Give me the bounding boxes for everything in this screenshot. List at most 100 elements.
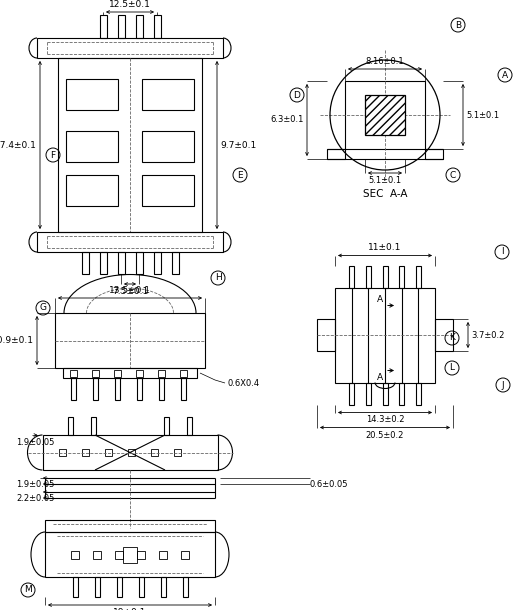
Bar [142,174,194,206]
Bar [142,79,194,110]
Text: 5.1±0.1: 5.1±0.1 [466,110,499,120]
Bar [137,550,145,559]
Text: 12.5±0.1: 12.5±0.1 [109,0,151,9]
Text: 1.9±0.05: 1.9±0.05 [16,480,54,489]
Bar [71,550,79,559]
Bar [91,417,96,435]
Text: 19±0.1: 19±0.1 [114,608,147,610]
Bar [71,378,75,400]
Bar [66,79,118,110]
Text: 3.7±0.2: 3.7±0.2 [471,331,504,340]
Bar [335,287,435,382]
Bar [37,38,223,58]
Text: I: I [501,248,503,256]
Text: M: M [24,586,32,595]
Bar [174,448,181,456]
Bar [138,577,143,597]
Bar [100,15,106,38]
Bar [136,370,142,376]
Text: G: G [40,304,46,312]
Bar [327,149,345,159]
Bar [181,378,185,400]
Bar [128,448,135,456]
Bar [159,550,167,559]
Text: 11±0.1: 11±0.1 [368,243,401,253]
Bar [171,252,179,274]
Bar [70,370,76,376]
Text: L: L [449,364,455,373]
Bar [117,577,121,597]
Bar [187,417,192,435]
Text: F: F [51,151,56,159]
Text: 7.5±0.1: 7.5±0.1 [112,287,148,296]
Bar [118,15,124,38]
Text: 6.3±0.1: 6.3±0.1 [270,115,304,124]
Bar [115,550,123,559]
Text: A: A [377,373,383,381]
Bar [115,378,120,400]
Bar [416,382,421,404]
Bar [157,370,165,376]
Bar [151,448,158,456]
Bar [366,265,371,287]
Text: 10.9±0.1: 10.9±0.1 [0,336,34,345]
Bar [164,417,169,435]
Bar [105,448,112,456]
Bar [45,520,215,532]
Bar [425,149,443,159]
Bar [92,378,98,400]
Text: 14.3±0.2: 14.3±0.2 [366,415,404,425]
Bar [349,265,354,287]
Bar [93,550,101,559]
Text: 1.9±0.05: 1.9±0.05 [16,438,54,447]
Bar [63,368,197,378]
Bar [58,58,202,232]
Bar [68,417,73,435]
Bar [82,252,89,274]
Text: D: D [294,90,300,99]
Bar [42,435,218,470]
Bar [114,370,121,376]
Text: H: H [215,273,221,282]
Text: A: A [377,295,383,304]
Bar [100,252,106,274]
Bar [118,252,124,274]
Bar [136,252,142,274]
Text: SEC  A-A: SEC A-A [363,189,407,199]
Bar [45,532,215,577]
Bar [399,382,404,404]
Bar [366,382,371,404]
Bar [66,174,118,206]
Bar [382,382,388,404]
Text: 5.1±0.1: 5.1±0.1 [368,176,401,185]
Text: 13.5±0.1: 13.5±0.1 [109,286,151,295]
Bar [349,382,354,404]
Bar [82,448,89,456]
Text: J: J [502,381,504,390]
Bar [66,131,118,162]
Bar [183,577,187,597]
Bar [142,131,194,162]
Bar [399,265,404,287]
Bar [160,577,166,597]
Text: 2.2±0.05: 2.2±0.05 [16,494,54,503]
Bar [153,15,160,38]
Bar [180,370,186,376]
Bar [59,448,66,456]
Text: 9.7±0.1: 9.7±0.1 [220,140,256,149]
Bar [94,577,100,597]
Bar [382,265,388,287]
Text: 20.5±0.2: 20.5±0.2 [366,431,404,439]
Bar [416,265,421,287]
Text: 0.6±0.05: 0.6±0.05 [310,480,348,489]
Bar [137,378,141,400]
Bar [136,15,142,38]
Text: 8.16±0.1: 8.16±0.1 [366,57,405,66]
Text: K: K [449,334,455,342]
Bar [345,81,425,149]
Bar [153,252,160,274]
Bar [181,550,189,559]
Bar [435,319,453,351]
Bar [73,577,77,597]
Text: 0.6X0.4: 0.6X0.4 [227,378,259,387]
